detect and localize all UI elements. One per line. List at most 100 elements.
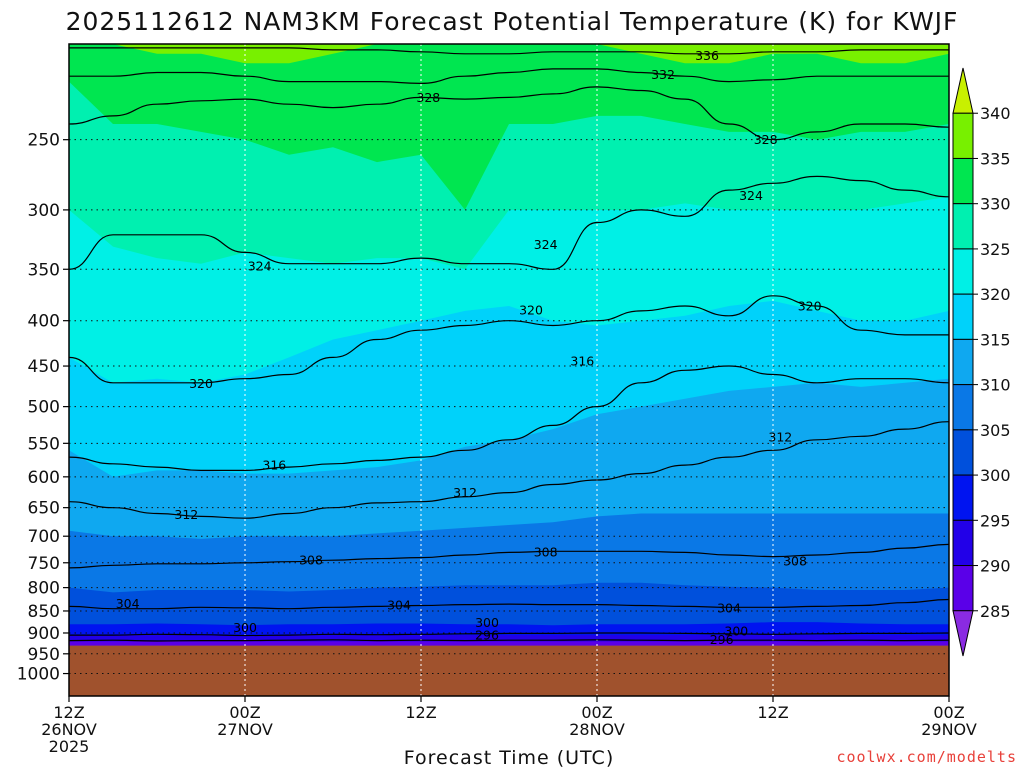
contour-label-text: 308 (299, 553, 323, 568)
contour-label-text: 324 (248, 258, 272, 273)
contour-label-text: 312 (453, 485, 477, 500)
contour-line-332 (69, 68, 949, 85)
contour-line-312 (69, 421, 949, 519)
colorbar-swatch-4 (952, 429, 974, 476)
x-tick-label-0-line1: 12Z (53, 703, 84, 722)
colorbar-swatch-11 (952, 112, 974, 159)
contour-label-300: 300 (475, 615, 499, 630)
contour-label-text: 304 (717, 600, 741, 615)
contour-label-text: 320 (798, 298, 822, 313)
contour-label-296: 296 (475, 628, 499, 643)
contour-label-text: 316 (570, 353, 594, 368)
contour-label-308: 308 (534, 544, 558, 559)
contour-label-text: 328 (754, 132, 778, 147)
colorbar-swatch-2 (952, 519, 974, 567)
contour-label-320: 320 (519, 302, 543, 317)
contour-label-316: 316 (570, 353, 594, 368)
contour-label-312: 312 (174, 507, 198, 522)
contour-label-320: 320 (189, 376, 213, 391)
x-tick-label-48-line1: 12Z (757, 703, 788, 722)
y-tick-label-950: 950 (28, 645, 60, 665)
contour-line-304 (69, 598, 949, 610)
contour-label-324: 324 (534, 237, 558, 252)
contour-label-312: 312 (768, 429, 792, 444)
contour-label-308: 308 (299, 553, 323, 568)
x-tick-label-24-line1: 12Z (405, 703, 436, 722)
colorbar-label-340: 340 (980, 104, 1011, 123)
contour-label-text: 296 (710, 632, 734, 647)
colorbar-swatch-6 (952, 338, 974, 386)
colorbar-label-290: 290 (980, 557, 1011, 576)
contour-line-328 (69, 86, 949, 141)
contour-line-308 (69, 543, 949, 569)
colorbar-swatch-7 (952, 293, 974, 340)
y-axis: 2503003504004505005506006507007508008509… (17, 131, 69, 685)
contour-label-text: 304 (116, 596, 140, 611)
x-tick-label-12-line1: 00Z (229, 703, 260, 722)
x-tick-label-0-line2: 26NOV (41, 720, 97, 739)
y-tick-label-600: 600 (28, 468, 60, 488)
colorbar-label-295: 295 (980, 511, 1011, 530)
colorbar-swatch-1 (952, 565, 974, 612)
contour-label-316: 316 (262, 458, 286, 473)
x-tick-label-60-line2: 29NOV (921, 720, 977, 739)
x-tick-label-12-line2: 27NOV (217, 720, 273, 739)
contour-label-text: 324 (534, 237, 558, 252)
contour-label-text: 316 (262, 458, 286, 473)
y-tick-label-300: 300 (28, 201, 60, 221)
colorbar-swatch-9 (952, 203, 974, 250)
contour-label-324: 324 (739, 188, 763, 203)
contour-label-304: 304 (116, 596, 140, 611)
y-tick-label-850: 850 (28, 602, 60, 622)
contour-label-320: 320 (798, 298, 822, 313)
contour-line-324 (69, 175, 949, 270)
contour-line-300 (69, 632, 949, 637)
contour-label-text: 300 (233, 620, 257, 635)
contour-label-296: 296 (710, 632, 734, 647)
contour-label-text: 328 (416, 90, 440, 105)
y-tick-label-800: 800 (28, 579, 60, 599)
contour-label-332: 332 (651, 67, 675, 82)
colorbar-label-325: 325 (980, 240, 1011, 259)
ground-fill (69, 645, 949, 696)
contour-line-336 (69, 47, 949, 55)
contour-line-layer (69, 47, 949, 642)
ground-layer (69, 645, 949, 696)
colorbar-label-285: 285 (980, 602, 1011, 621)
contour-label-304: 304 (717, 600, 741, 615)
fill-band-330 (69, 44, 949, 210)
fill-band-335 (69, 44, 949, 64)
colorbar-label-315: 315 (980, 330, 1011, 349)
y-tick-label-700: 700 (28, 527, 60, 547)
contour-label-text: 308 (534, 544, 558, 559)
contour-label-text: 324 (739, 188, 763, 203)
contour-label-text: 304 (387, 598, 411, 613)
contour-label-328: 328 (416, 90, 440, 105)
colorbar-label-310: 310 (980, 376, 1011, 395)
contour-label-312: 312 (453, 485, 477, 500)
contour-label-text: 308 (783, 554, 807, 569)
colorbar-label-335: 335 (980, 149, 1011, 168)
colorbar: 285 290 295 300 305 310 315 320 325 330 335 340 (952, 67, 1011, 657)
contour-label-text: 332 (651, 67, 675, 82)
contour-label-text: 312 (174, 507, 198, 522)
contour-label-text: 320 (189, 376, 213, 391)
colorbar-swatch-10 (952, 157, 974, 205)
contour-line-296 (69, 639, 949, 642)
gridline-layer (69, 44, 949, 696)
y-tick-label-550: 550 (28, 434, 60, 454)
colorbar-label-305: 305 (980, 421, 1011, 440)
colorbar-swatch-0 (952, 610, 974, 657)
contour-label-328: 328 (754, 132, 778, 147)
contour-label-text: 312 (768, 429, 792, 444)
contour-label-304: 304 (387, 598, 411, 613)
colorbar-swatch-3 (952, 474, 974, 521)
y-tick-label-350: 350 (28, 260, 60, 280)
contour-label-text: 300 (724, 623, 748, 638)
colorbar-swatch-5 (952, 384, 974, 431)
plot-frame (68, 43, 950, 697)
contour-label-300: 300 (724, 623, 748, 638)
contour-label-300: 300 (233, 620, 257, 635)
